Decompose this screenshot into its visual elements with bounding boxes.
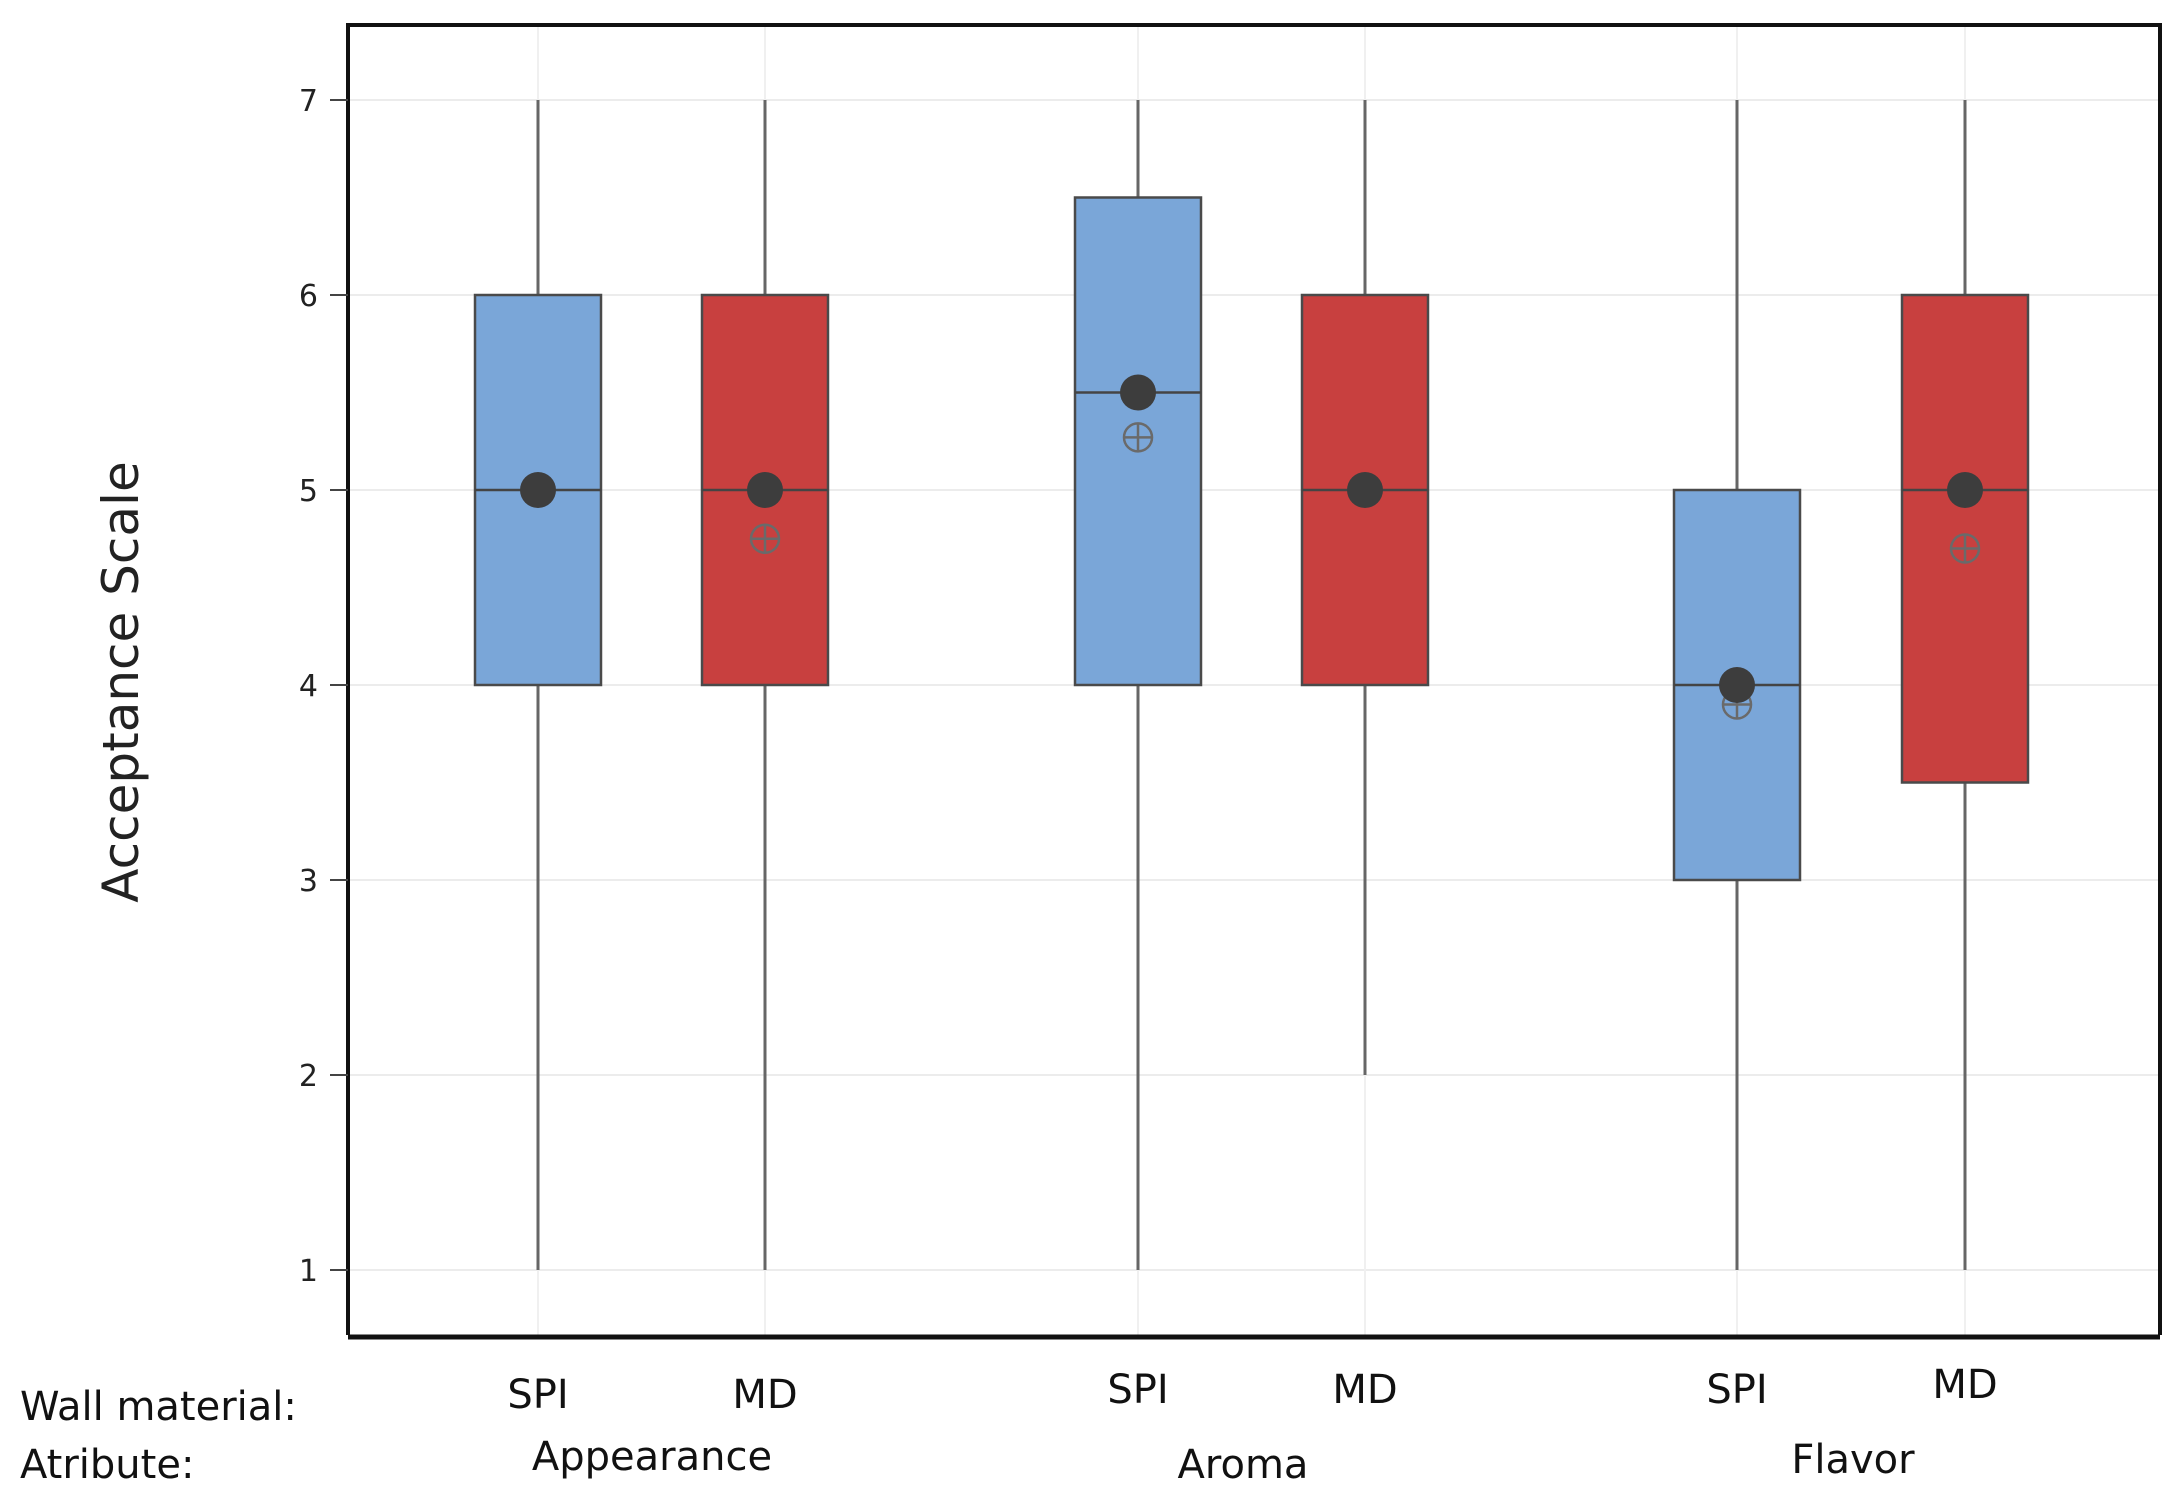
y-tick-label-5: 5 xyxy=(299,474,318,509)
attribute-label-aroma: Aroma xyxy=(1178,1442,1309,1488)
mean-marker-flavor-md xyxy=(1949,533,1981,564)
median-dot-appearance-md xyxy=(747,472,783,508)
box-aroma-spi xyxy=(1073,100,1203,1270)
box-flavor-md xyxy=(1900,100,2030,1270)
plot-frame xyxy=(346,23,2162,1335)
median-dot-aroma-md xyxy=(1347,472,1383,508)
median-dot-aroma-spi xyxy=(1120,374,1156,411)
y-ticks: 1 2 3 4 5 6 7 xyxy=(299,84,348,1289)
attribute-label-appearance: Appearance xyxy=(532,1434,772,1480)
x-label-spi-0: SPI xyxy=(507,1372,568,1418)
x-label-md-3: MD xyxy=(1332,1367,1397,1413)
y-tick-label-3: 3 xyxy=(299,864,318,899)
mean-marker-appearance-md xyxy=(749,523,781,554)
wall-material-row-label: Wall material: xyxy=(20,1384,297,1430)
box-appearance-spi xyxy=(473,100,603,1270)
box-aroma-md xyxy=(1300,100,1430,1075)
y-axis-title: Acceptance Scale xyxy=(92,461,150,902)
x-category-labels: SPI MD SPI MD SPI MD Appearance Aroma Flavor xyxy=(507,1362,1997,1488)
y-tick-label-4: 4 xyxy=(299,669,318,704)
mean-marker-aroma-spi xyxy=(1122,422,1154,453)
axes xyxy=(346,23,2162,1340)
x-label-md-5: MD xyxy=(1932,1362,1997,1408)
median-dot-appearance-spi xyxy=(520,472,556,508)
y-tick-label-1: 1 xyxy=(299,1254,318,1289)
x-label-md-1: MD xyxy=(732,1372,797,1418)
y-tick-label-2: 2 xyxy=(299,1059,318,1094)
attribute-row-label: Atribute: xyxy=(20,1442,194,1488)
box-plots xyxy=(473,100,2030,1270)
box-flavor-spi xyxy=(1672,100,1802,1270)
median-dot-flavor-spi xyxy=(1719,667,1755,703)
median-dot-flavor-md xyxy=(1947,472,1983,508)
x-label-spi-4: SPI xyxy=(1706,1367,1767,1413)
box-appearance-md xyxy=(700,100,830,1270)
attribute-label-flavor: Flavor xyxy=(1791,1437,1915,1483)
y-tick-label-7: 7 xyxy=(299,84,318,119)
y-tick-label-6: 6 xyxy=(299,279,318,314)
x-label-spi-2: SPI xyxy=(1107,1367,1168,1413)
grid-lines xyxy=(348,25,2160,1335)
